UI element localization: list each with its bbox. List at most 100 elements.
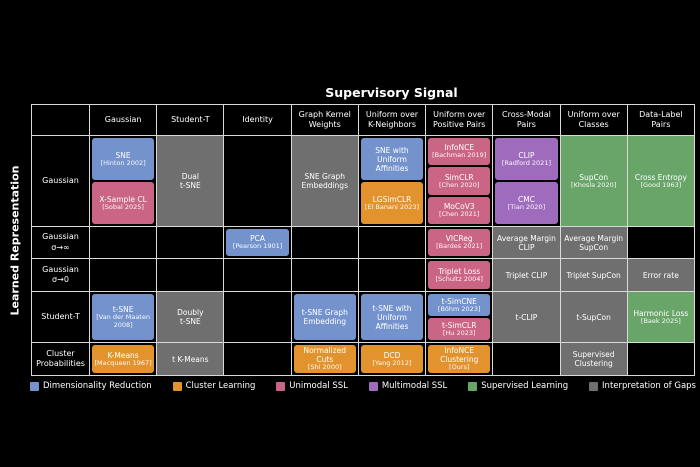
column-header-graph-kernel-weights: Graph Kernel Weights [291,105,358,135]
method-name: Triplet CLIP [505,270,548,280]
method-cite: [Macqueen 1967] [94,358,152,367]
cell-r3-cross-modal-pairs: t-CLIP [493,292,560,342]
method-sne-graph-embeddings: SNE Graph Embeddings [291,136,358,226]
legend-label: Unimodal SSL [289,381,348,391]
column-header-uniform-over-classes: Uniform over Classes [560,105,627,135]
method-name: SNE Graph Embeddings [301,172,348,190]
method-name: Triplet SupCon [566,270,621,280]
method-cite: [Pearson 1901] [232,242,283,251]
method-t-sne-graph-embedding: t-SNE Graph Embedding [293,294,356,340]
method-cite: [Hinton 2002] [100,158,146,167]
method-name: t-SNE [112,305,134,315]
method-vicreg: VICReg [Bardes 2021] [428,229,491,256]
method-sne-with-uniform-affinities: SNE with Uniform Affinities [360,138,424,180]
method-name: Dual t-SNE [179,172,201,190]
cell-r3-student-t: Doubly t-SNE [157,292,224,342]
cell-r1-uniform-over-k-neighbors [358,227,426,258]
method-name: t-SupCon [576,312,611,322]
method-error-rate: Error rate [627,259,694,291]
method-cite: [Good 1963] [640,180,682,189]
y-axis-label: Learned Representation [8,165,22,315]
cell-r2-uniform-over-classes: Triplet SupCon [560,259,627,291]
cell-r3-uniform-over-classes: t-SupCon [560,292,627,342]
legend: Dimensionality Reduction Cluster Learning… [30,381,696,391]
method-cite: [Hu 2023] [442,328,476,337]
column-header-gaussian: Gaussian [90,105,157,135]
method-simclr: SimCLR [Chen 2020] [428,167,491,195]
legend-label: Cluster Learning [185,381,256,391]
header-corner-cell [32,105,89,135]
method-name: DCD [383,350,401,360]
method-cite: [Chen 2020] [438,180,480,189]
method-name: K-Means [107,350,139,360]
method-doubly-t-sne: Doubly t-SNE [157,292,224,342]
method-cite: [Tian 2020] [507,202,546,211]
legend-label: Supervised Learning [481,381,569,391]
cell-r1-uniform-over-positive-pairs: VICReg [Bardes 2021] [426,227,493,258]
column-header-uniform-over-positive-pairs: Uniform over Positive Pairs [426,105,493,135]
method-name: t K-Means [172,354,209,364]
method-cmc: CMC [Tian 2020] [495,182,558,224]
method-t-sne-with-uniform-affinities: t-SNE with Uniform Affinities [360,294,424,340]
method-cite: [Chen 2021] [438,210,480,219]
column-header-uniform-over-k-neighbors: Uniform over K-Neighbors [358,105,426,135]
cell-r4-identity [224,343,291,375]
cell-r2-data-label-pairs: Error rate [627,259,694,291]
method-average-margin-clip: Average Margin CLIP [493,227,560,258]
method-name: t-SimCNE [441,296,477,306]
legend-label: Dimensionality Reduction [43,381,152,391]
method-cite: [Yang 2012] [372,358,412,367]
column-header-cross-modal-pairs: Cross-Modal Pairs [493,105,560,135]
method-cite: [Shi 2000] [307,363,342,372]
cell-r2-identity [224,259,291,291]
cell-r3-identity [224,292,291,342]
method-t-sne: t-SNE [Van der Maaten 2008] [92,294,155,340]
method-name: Normalized Cuts [303,346,347,365]
method-name: PCA [250,234,265,244]
method-name: Average Margin CLIP [497,233,556,252]
method-t-supcon: t-SupCon [560,292,627,342]
method-sne: SNE [Hinton 2002] [92,138,155,180]
y-axis-label-container: Learned Representation [2,104,28,376]
cell-r4-data-label-pairs [627,343,694,375]
method-average-margin-supcon: Average Margin SupCon [560,227,627,258]
cell-r1-data-label-pairs [627,227,694,258]
cell-r4-uniform-over-positive-pairs: InfoNCE Clustering [Ours] [426,343,493,375]
method-cite: [El Banani 2023] [364,202,420,211]
method-cite: [Bardes 2021] [436,242,483,251]
legend-label: Interpretation of Gaps [602,381,696,391]
method-cross-entropy: Cross Entropy [Good 1963] [627,136,694,226]
legend-label: Multimodal SSL [381,381,448,391]
cell-r2-gaussian [90,259,157,291]
cell-r4-student-t: t K-Means [157,343,224,375]
method-lgsimclr: LGSimCLR [El Banani 2023] [360,182,424,224]
legend-swatch-pink-icon [276,381,286,391]
method-name: t-SNE with Uniform Affinities [372,303,412,331]
method-supcon: SupCon [Khosla 2020] [560,136,627,226]
cell-r0-uniform-over-classes: SupCon [Khosla 2020] [560,136,627,226]
cell-r0-uniform-over-k-neighbors: SNE with Uniform Affinities LGSimCLR [El B… [358,136,426,226]
row-header-0-gaussian: Gaussian [32,136,89,226]
legend-swatch-gray-icon [589,381,599,391]
method-cite: [Böhm 2023] [437,304,481,313]
method-name: MoCoV3 [443,202,475,212]
legend-swatch-blue-icon [30,381,39,391]
method-cite: [Khosla 2020] [571,180,617,189]
method-name: t-CLIP [515,312,538,322]
method-name: t-SNE Graph Embedding [301,308,348,326]
method-cite: [Baek 2025] [640,316,681,325]
legend-item-interpretation-of-gaps: Interpretation of Gaps [589,381,696,391]
method-infonce-clustering: InfoNCE Clustering [Ours] [428,345,491,373]
cell-r1-uniform-over-classes: Average Margin SupCon [560,227,627,258]
method-name: Doubly t-SNE [177,308,204,326]
method-dcd: DCD [Yang 2012] [360,345,424,373]
cell-r1-cross-modal-pairs: Average Margin CLIP [493,227,560,258]
method-harmonic-loss: Harmonic Loss [Baek 2025] [627,292,694,342]
method-name: VICReg [445,234,473,244]
cell-r3-uniform-over-positive-pairs: t-SimCNE [Böhm 2023] t-SimCLR [Hu 2023] [426,292,493,342]
row-header-1-gaussian: Gaussian σ→∞ [32,227,89,258]
method-name: InfoNCE Clustering [440,346,479,365]
method-name: CMC [517,194,535,204]
row-header-3-student-t: Student-T [32,292,89,342]
method-cite: [Bachman 2019] [432,151,487,160]
